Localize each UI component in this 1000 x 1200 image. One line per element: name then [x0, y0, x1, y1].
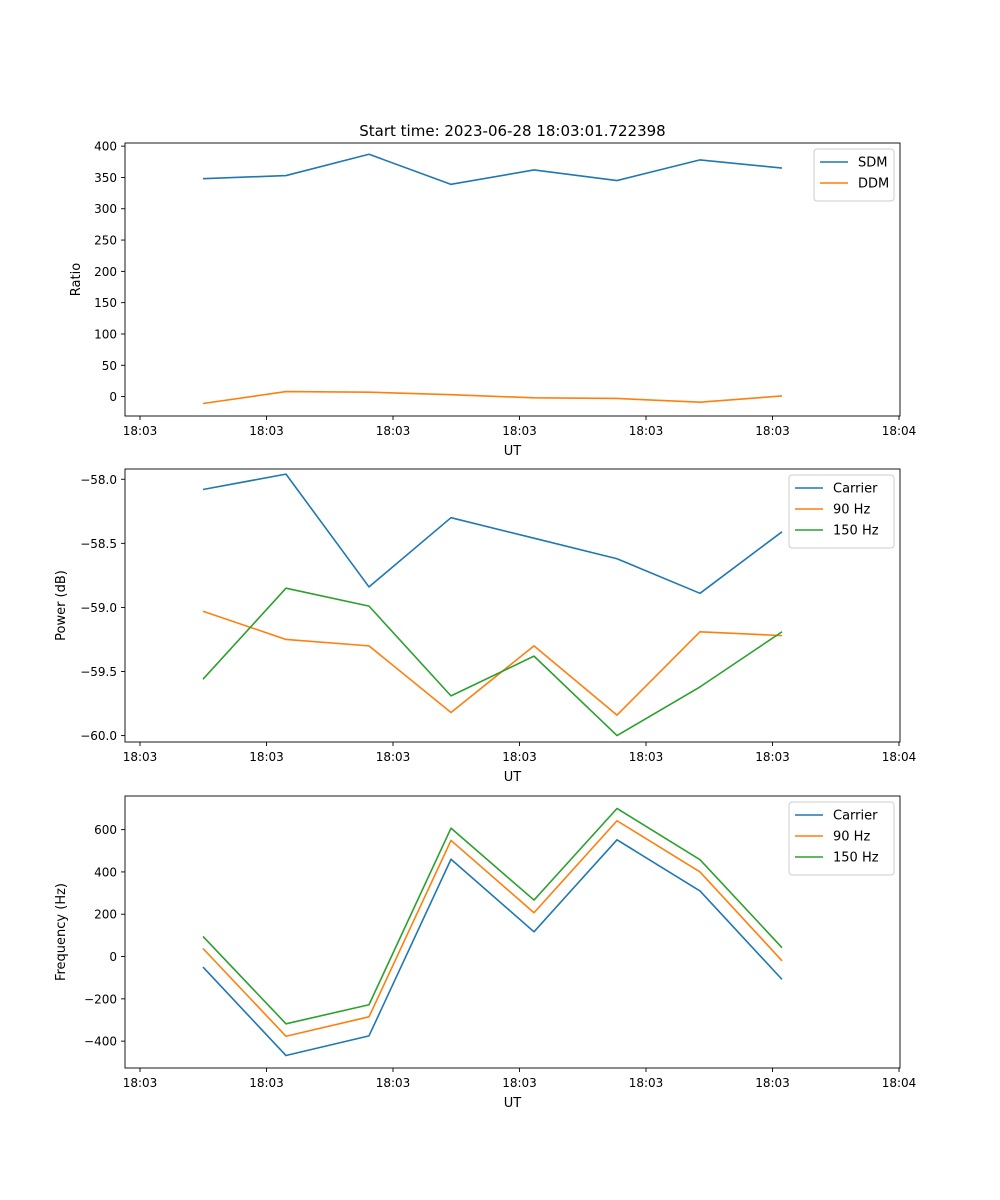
- y-tick-label: −59.0: [80, 601, 117, 615]
- y-tick-label: 300: [94, 202, 117, 216]
- x-tick-label: 18:03: [755, 750, 790, 764]
- x-tick-label: 18:03: [376, 424, 411, 438]
- legend-label: DDM: [858, 177, 889, 192]
- series-line-1: [202, 473, 783, 595]
- x-axis-label: UT: [504, 1096, 522, 1111]
- legend-label: 150 Hz: [833, 524, 879, 539]
- legend-label: Carrier: [833, 482, 878, 497]
- y-tick-label: 100: [94, 327, 117, 341]
- legend-label: SDM: [858, 156, 887, 171]
- y-tick-label: −400: [84, 1035, 117, 1049]
- y-tick-label: −59.5: [80, 665, 117, 679]
- series-line-1: [202, 153, 783, 186]
- y-tick-label: 200: [94, 265, 117, 279]
- y-tick-label: 0: [109, 390, 117, 404]
- y-tick-label: −58.5: [80, 537, 117, 551]
- x-tick-label: 18:03: [376, 750, 411, 764]
- x-tick-label: 18:03: [249, 424, 284, 438]
- series-line-1: [202, 838, 783, 1057]
- x-tick-label: 18:04: [882, 424, 917, 438]
- chart-panel-1: 18:03 18:03 18:03 18:03 18:03 18:03 18:04 0 50 10…: [69, 140, 916, 459]
- y-tick-label: 200: [94, 908, 117, 922]
- legend-label: 150 Hz: [833, 851, 879, 866]
- series-line-2: [202, 819, 783, 1038]
- x-tick-label: 18:03: [629, 750, 664, 764]
- x-tick-label: 18:03: [629, 1076, 664, 1090]
- series-line-3: [202, 807, 783, 1025]
- y-tick-label: 400: [94, 865, 117, 879]
- y-tick-label: −60.0: [80, 729, 117, 743]
- x-tick-label: 18:03: [755, 1076, 790, 1090]
- y-tick-label: −58.0: [80, 473, 117, 487]
- x-tick-label: 18:03: [123, 1076, 158, 1090]
- x-tick-label: 18:03: [502, 1076, 537, 1090]
- x-tick-label: 18:03: [123, 424, 158, 438]
- panels: 18:03 18:03 18:03 18:03 18:03 18:03 18:04 0 50 10…: [54, 140, 916, 1111]
- legend-label: 90 Hz: [833, 503, 870, 518]
- x-tick-label: 18:04: [882, 750, 917, 764]
- x-tick-label: 18:04: [882, 1076, 917, 1090]
- x-tick-label: 18:03: [123, 750, 158, 764]
- series-line-2: [202, 390, 783, 405]
- y-axis-label: Frequency (Hz): [54, 883, 69, 981]
- x-tick-label: 18:03: [502, 750, 537, 764]
- y-tick-label: 50: [102, 359, 117, 373]
- x-tick-label: 18:03: [629, 424, 664, 438]
- x-tick-label: 18:03: [755, 424, 790, 438]
- axes-frame: [124, 142, 901, 417]
- series-line-2: [202, 610, 783, 716]
- x-tick-label: 18:03: [502, 424, 537, 438]
- series-line-3: [202, 587, 783, 737]
- y-tick-label: 400: [94, 140, 117, 154]
- y-axis-label: Power (dB): [54, 570, 69, 641]
- axes-frame: [124, 468, 901, 743]
- legend: SDM DDM: [813, 148, 895, 202]
- y-axis-label: Ratio: [69, 263, 84, 296]
- y-tick-label: 150: [94, 296, 117, 310]
- x-tick-label: 18:03: [249, 1076, 284, 1090]
- legend-label: 90 Hz: [833, 830, 870, 845]
- legend: Carrier 90 Hz 150 Hz: [788, 474, 895, 549]
- legend-label: Carrier: [833, 809, 878, 824]
- legend: Carrier 90 Hz 150 Hz: [788, 801, 895, 876]
- y-tick-label: 0: [109, 950, 117, 964]
- y-tick-label: −200: [84, 992, 117, 1006]
- y-tick-label: 600: [94, 823, 117, 837]
- x-axis-label: UT: [504, 770, 522, 785]
- x-tick-label: 18:03: [376, 1076, 411, 1090]
- figure-title: Start time: 2023-06-28 18:03:01.722398: [359, 122, 665, 140]
- x-tick-label: 18:03: [249, 750, 284, 764]
- chart-panel-2: 18:03 18:03 18:03 18:03 18:03 18:03 18:04 −60.0…: [54, 468, 917, 785]
- y-tick-label: 250: [94, 234, 117, 248]
- y-tick-label: 350: [94, 171, 117, 185]
- axes-frame: [124, 795, 901, 1069]
- chart-panel-3: 18:03 18:03 18:03 18:03 18:03 18:03 18:04 −400 −…: [54, 795, 917, 1111]
- x-axis-label: UT: [504, 444, 522, 459]
